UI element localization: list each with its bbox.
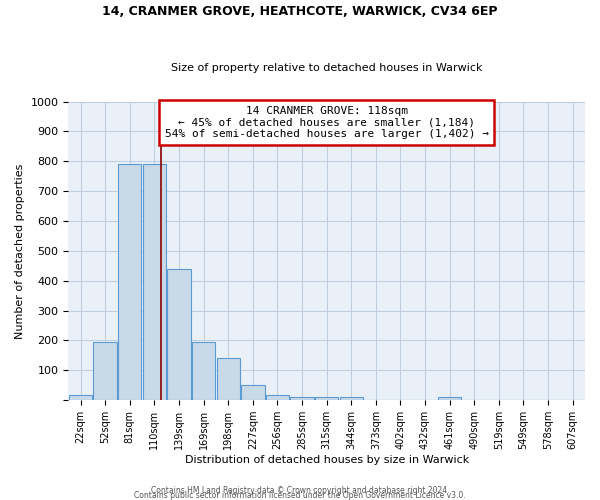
Bar — [167, 269, 191, 400]
Bar — [94, 342, 117, 400]
Bar — [143, 164, 166, 400]
Bar — [438, 397, 461, 400]
Bar — [340, 397, 363, 400]
Text: Contains public sector information licensed under the Open Government Licence v3: Contains public sector information licen… — [134, 491, 466, 500]
Y-axis label: Number of detached properties: Number of detached properties — [15, 163, 25, 338]
Bar — [69, 395, 92, 400]
Bar — [315, 397, 338, 400]
Bar — [290, 397, 314, 400]
Text: 14, CRANMER GROVE, HEATHCOTE, WARWICK, CV34 6EP: 14, CRANMER GROVE, HEATHCOTE, WARWICK, C… — [102, 5, 498, 18]
Bar — [118, 164, 142, 400]
Bar — [241, 386, 265, 400]
Title: Size of property relative to detached houses in Warwick: Size of property relative to detached ho… — [171, 63, 482, 73]
X-axis label: Distribution of detached houses by size in Warwick: Distribution of detached houses by size … — [185, 455, 469, 465]
Bar — [266, 395, 289, 400]
Bar — [217, 358, 240, 400]
Bar — [192, 342, 215, 400]
Text: Contains HM Land Registry data © Crown copyright and database right 2024.: Contains HM Land Registry data © Crown c… — [151, 486, 449, 495]
Text: 14 CRANMER GROVE: 118sqm
← 45% of detached houses are smaller (1,184)
54% of sem: 14 CRANMER GROVE: 118sqm ← 45% of detach… — [164, 106, 488, 139]
